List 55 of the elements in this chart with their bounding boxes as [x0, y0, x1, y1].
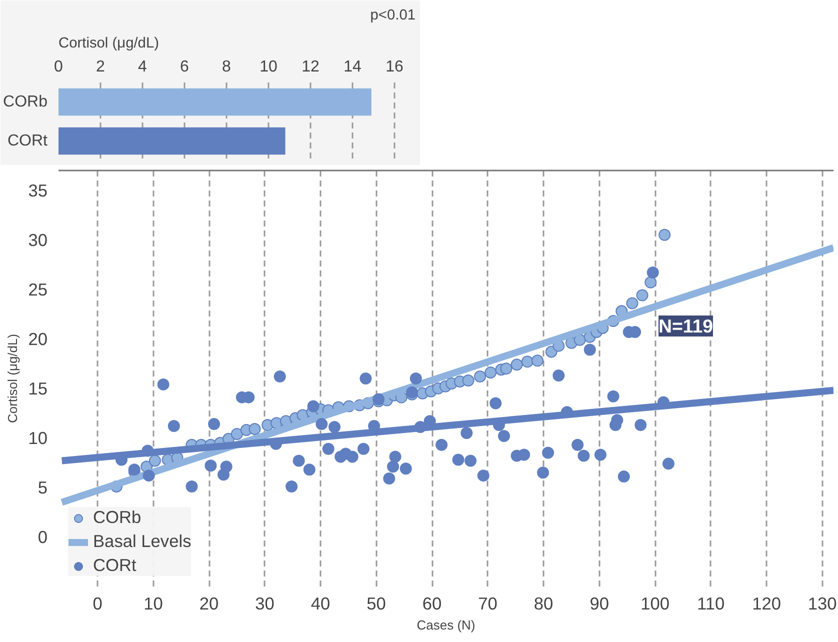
x-tick-label: 10: [144, 594, 163, 614]
point: [626, 297, 638, 310]
y-tick-label: 10: [28, 428, 48, 448]
y-tick-label: 30: [28, 230, 48, 250]
point: [474, 370, 486, 383]
x-tick-label: 110: [697, 594, 725, 614]
y-tick-label: 15: [28, 378, 48, 398]
y-tick-label: 5: [38, 477, 48, 498]
x-tick-label: 90: [590, 594, 609, 614]
y-tick-label: 0: [38, 526, 48, 547]
x-tick-label: 6: [180, 58, 190, 76]
y-tick-label: 20: [28, 328, 48, 349]
x-axis-title: Cases (N): [416, 618, 476, 632]
x-tick-label: 80: [534, 594, 554, 614]
x-tick-label: 120: [752, 594, 782, 614]
point: [484, 366, 497, 379]
x-tick-label: 10: [260, 58, 278, 76]
point: [500, 362, 512, 375]
x-tick-label: 130: [808, 594, 837, 614]
point: [521, 356, 534, 368]
x-tick-label: 20: [199, 594, 219, 614]
x-tick-label: 100: [640, 594, 670, 614]
x-tick-label: 60: [422, 594, 442, 614]
point: [658, 228, 671, 241]
x-tick-label: 0: [92, 594, 102, 614]
y-tick-label: CORt: [8, 132, 48, 150]
x-tick-label: 16: [386, 58, 404, 76]
x-tick-label: 12: [302, 58, 320, 76]
x-tick-label: 30: [255, 594, 274, 614]
y-axis-title: Cortisol (μg/dL): [5, 334, 20, 424]
text: p<0.01: [370, 8, 416, 24]
point: [248, 423, 261, 436]
point: [230, 428, 243, 440]
point: [462, 374, 474, 386]
point: [636, 289, 648, 302]
point: [644, 276, 657, 288]
x-tick-label: 8: [222, 58, 232, 76]
chart-title: Cortisol (μg/dL): [58, 36, 159, 52]
x-tick-label: 50: [366, 594, 386, 614]
y-tick-label: CORb: [3, 94, 48, 110]
legend-label: CORb: [93, 507, 142, 528]
point: [510, 358, 523, 371]
legend-label: Basal Levels: [93, 531, 192, 552]
x-tick-label: 0: [54, 58, 64, 76]
point: [531, 354, 544, 367]
annotation: N=119: [658, 316, 713, 336]
x-tick-label: 4: [138, 58, 148, 76]
x-tick-label: 14: [344, 58, 362, 76]
x-tick-label: 40: [310, 594, 330, 614]
point: [148, 454, 161, 467]
y-tick-label: 25: [28, 279, 48, 300]
x-tick-label: 70: [478, 594, 498, 614]
y-tick-label: 35: [28, 180, 48, 200]
legend-label: CORt: [93, 555, 136, 576]
x-tick-label: 2: [96, 58, 106, 76]
